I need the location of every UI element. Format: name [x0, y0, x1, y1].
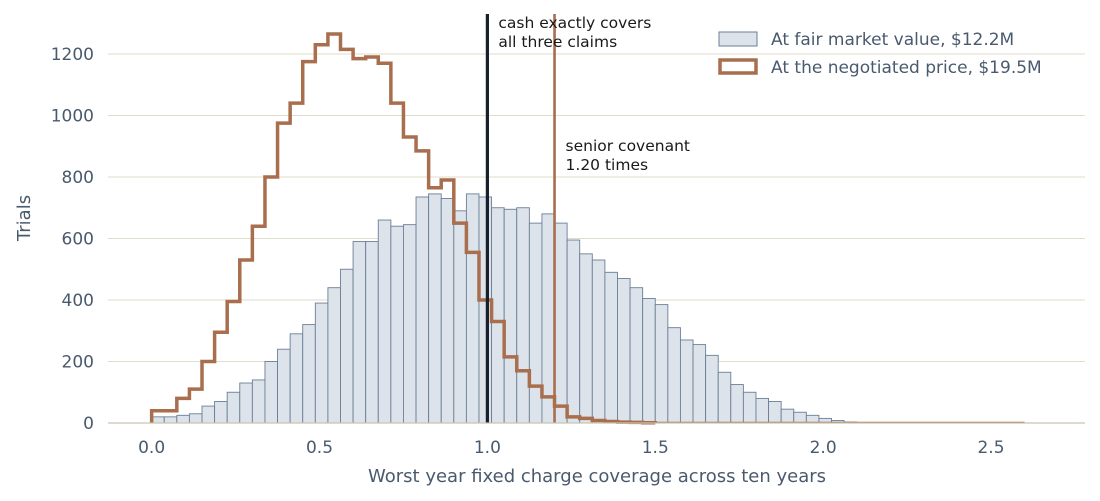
- histogram-bar: [264, 361, 278, 424]
- histogram-bar: [793, 411, 807, 424]
- y-tick-label: 400: [62, 291, 94, 311]
- histogram-bar: [314, 302, 329, 424]
- histogram-bar: [151, 416, 165, 424]
- histogram-bar: [491, 207, 505, 424]
- histogram-bar: [478, 196, 493, 424]
- reference-lines: cash exactly covers all three claims senio…: [485, 14, 690, 423]
- histogram-bar: [465, 193, 480, 424]
- histogram-bar: [742, 391, 757, 424]
- y-axis-label: Trials: [14, 195, 35, 242]
- histogram-bar: [239, 382, 253, 424]
- histogram-bar: [503, 208, 518, 424]
- histogram-bar: [428, 193, 442, 424]
- x-axis-label: Worst year fixed charge coverage across …: [368, 466, 826, 487]
- histogram-bar: [705, 354, 719, 424]
- y-tick-label: 600: [62, 229, 94, 249]
- histogram-bar: [579, 253, 593, 424]
- tick-labels: 0.0 0.5 1.0 1.5 2.0 2.5 0 200 400 600 800 1000 1200: [51, 45, 1005, 458]
- histogram-bar: [327, 287, 341, 424]
- histogram-bar: [188, 413, 203, 424]
- histogram-bar: [516, 207, 530, 424]
- histogram-fair-market: [151, 193, 908, 424]
- legend-label-fair-market: At fair market value, $12.2M: [771, 30, 1014, 50]
- histogram-bar: [717, 371, 732, 424]
- histogram-bar: [176, 414, 190, 424]
- histogram-bar: [453, 210, 467, 424]
- legend: At fair market value, $12.2M At the negot…: [718, 30, 1042, 78]
- histogram-bar: [692, 344, 707, 424]
- x-tick-label: 2.0: [810, 438, 837, 458]
- histogram-bar: [440, 198, 455, 424]
- y-tick-label: 0: [83, 414, 94, 434]
- histogram-bar: [390, 225, 404, 424]
- histogram-bar: [377, 219, 392, 424]
- histogram-bar: [340, 268, 354, 424]
- histogram-bar: [528, 222, 543, 424]
- legend-swatch-fair-market: [718, 31, 758, 47]
- histogram-bar: [780, 408, 795, 424]
- histogram-bar: [365, 241, 379, 424]
- histogram-bar: [251, 379, 266, 424]
- annotation-line: cash exactly covers: [498, 14, 651, 32]
- x-tick-label: 0.0: [138, 438, 165, 458]
- histogram-bar: [541, 213, 555, 424]
- histogram-bar: [302, 324, 316, 424]
- histogram-bar: [617, 278, 631, 424]
- histogram-bar: [352, 241, 367, 424]
- histogram-bar: [768, 401, 782, 424]
- histogram-bar: [226, 391, 241, 424]
- annotation-line: senior covenant: [566, 137, 690, 155]
- x-tick-label: 0.5: [306, 438, 333, 458]
- histogram-bar: [289, 333, 304, 424]
- histogram-bar: [629, 287, 644, 424]
- histogram-bar: [201, 405, 216, 424]
- y-tick-label: 1200: [51, 45, 94, 65]
- histogram-bar: [667, 327, 681, 424]
- x-tick-label: 1.5: [642, 438, 669, 458]
- cash-line-annotation: cash exactly covers all three claims: [498, 14, 651, 51]
- annotation-line: 1.20 times: [566, 156, 649, 174]
- histogram-bar: [214, 401, 228, 424]
- histogram-bar: [654, 304, 669, 424]
- histogram-bar: [642, 298, 656, 424]
- legend-swatch-negotiated: [718, 58, 758, 75]
- histogram-bar: [755, 397, 770, 424]
- y-tick-label: 800: [62, 168, 94, 188]
- y-tick-label: 200: [62, 352, 94, 372]
- x-tick-label: 2.5: [977, 438, 1004, 458]
- step-line: [149, 32, 658, 425]
- histogram-bar: [604, 271, 618, 424]
- y-tick-label: 1000: [51, 106, 94, 126]
- histogram-bar: [163, 416, 178, 424]
- histogram-bar: [415, 196, 430, 424]
- histogram-bar: [554, 222, 568, 424]
- histogram-bar: [566, 239, 581, 424]
- histogram-bar: [591, 259, 606, 424]
- covenant-annotation: senior covenant 1.20 times: [566, 137, 690, 174]
- legend-label-negotiated: At the negotiated price, $19.5M: [771, 58, 1042, 78]
- histogram-bar: [403, 224, 417, 424]
- histogram-bar: [679, 339, 694, 424]
- annotation-line: all three claims: [498, 33, 617, 51]
- histogram-bar: [730, 384, 744, 424]
- histogram-bar: [277, 348, 291, 424]
- x-tick-label: 1.0: [474, 438, 501, 458]
